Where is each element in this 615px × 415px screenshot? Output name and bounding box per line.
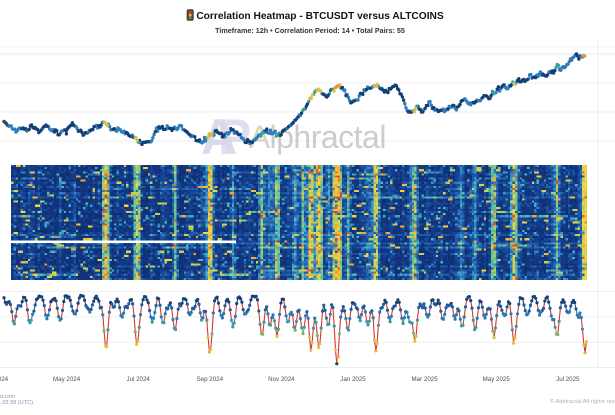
svg-text:Correlation Heatmap - BTCUSDT: Correlation Heatmap - BTCUSDT versus ALT… — [196, 11, 444, 22]
svg-text:lphractal: lphractal — [270, 119, 386, 155]
svg-text:2025-07-23 14:33:39 (UTC): 2025-07-23 14:33:39 (UTC) — [0, 400, 33, 406]
svg-text:Sep 2024: Sep 2024 — [197, 376, 224, 383]
svg-text:Mar 2025: Mar 2025 — [412, 376, 439, 383]
svg-text:Nov 2024: Nov 2024 — [268, 376, 295, 383]
svg-text:Timeframe: 12h • Correlation P: Timeframe: 12h • Correlation Period: 14 … — [215, 26, 405, 35]
svg-text:Mar 2024: Mar 2024 — [0, 376, 9, 383]
svg-text:May 2025: May 2025 — [483, 376, 511, 383]
svg-text:May 2024: May 2024 — [53, 376, 81, 383]
svg-text:Jul 2025: Jul 2025 — [556, 376, 580, 383]
svg-text:Jul 2024: Jul 2024 — [126, 376, 150, 383]
svg-text:Jan 2025: Jan 2025 — [340, 376, 366, 383]
svg-text:alphractal.com: alphractal.com — [0, 394, 15, 400]
svg-text:© Alphractal All rights reserv: © Alphractal All rights reserved — [550, 398, 615, 405]
